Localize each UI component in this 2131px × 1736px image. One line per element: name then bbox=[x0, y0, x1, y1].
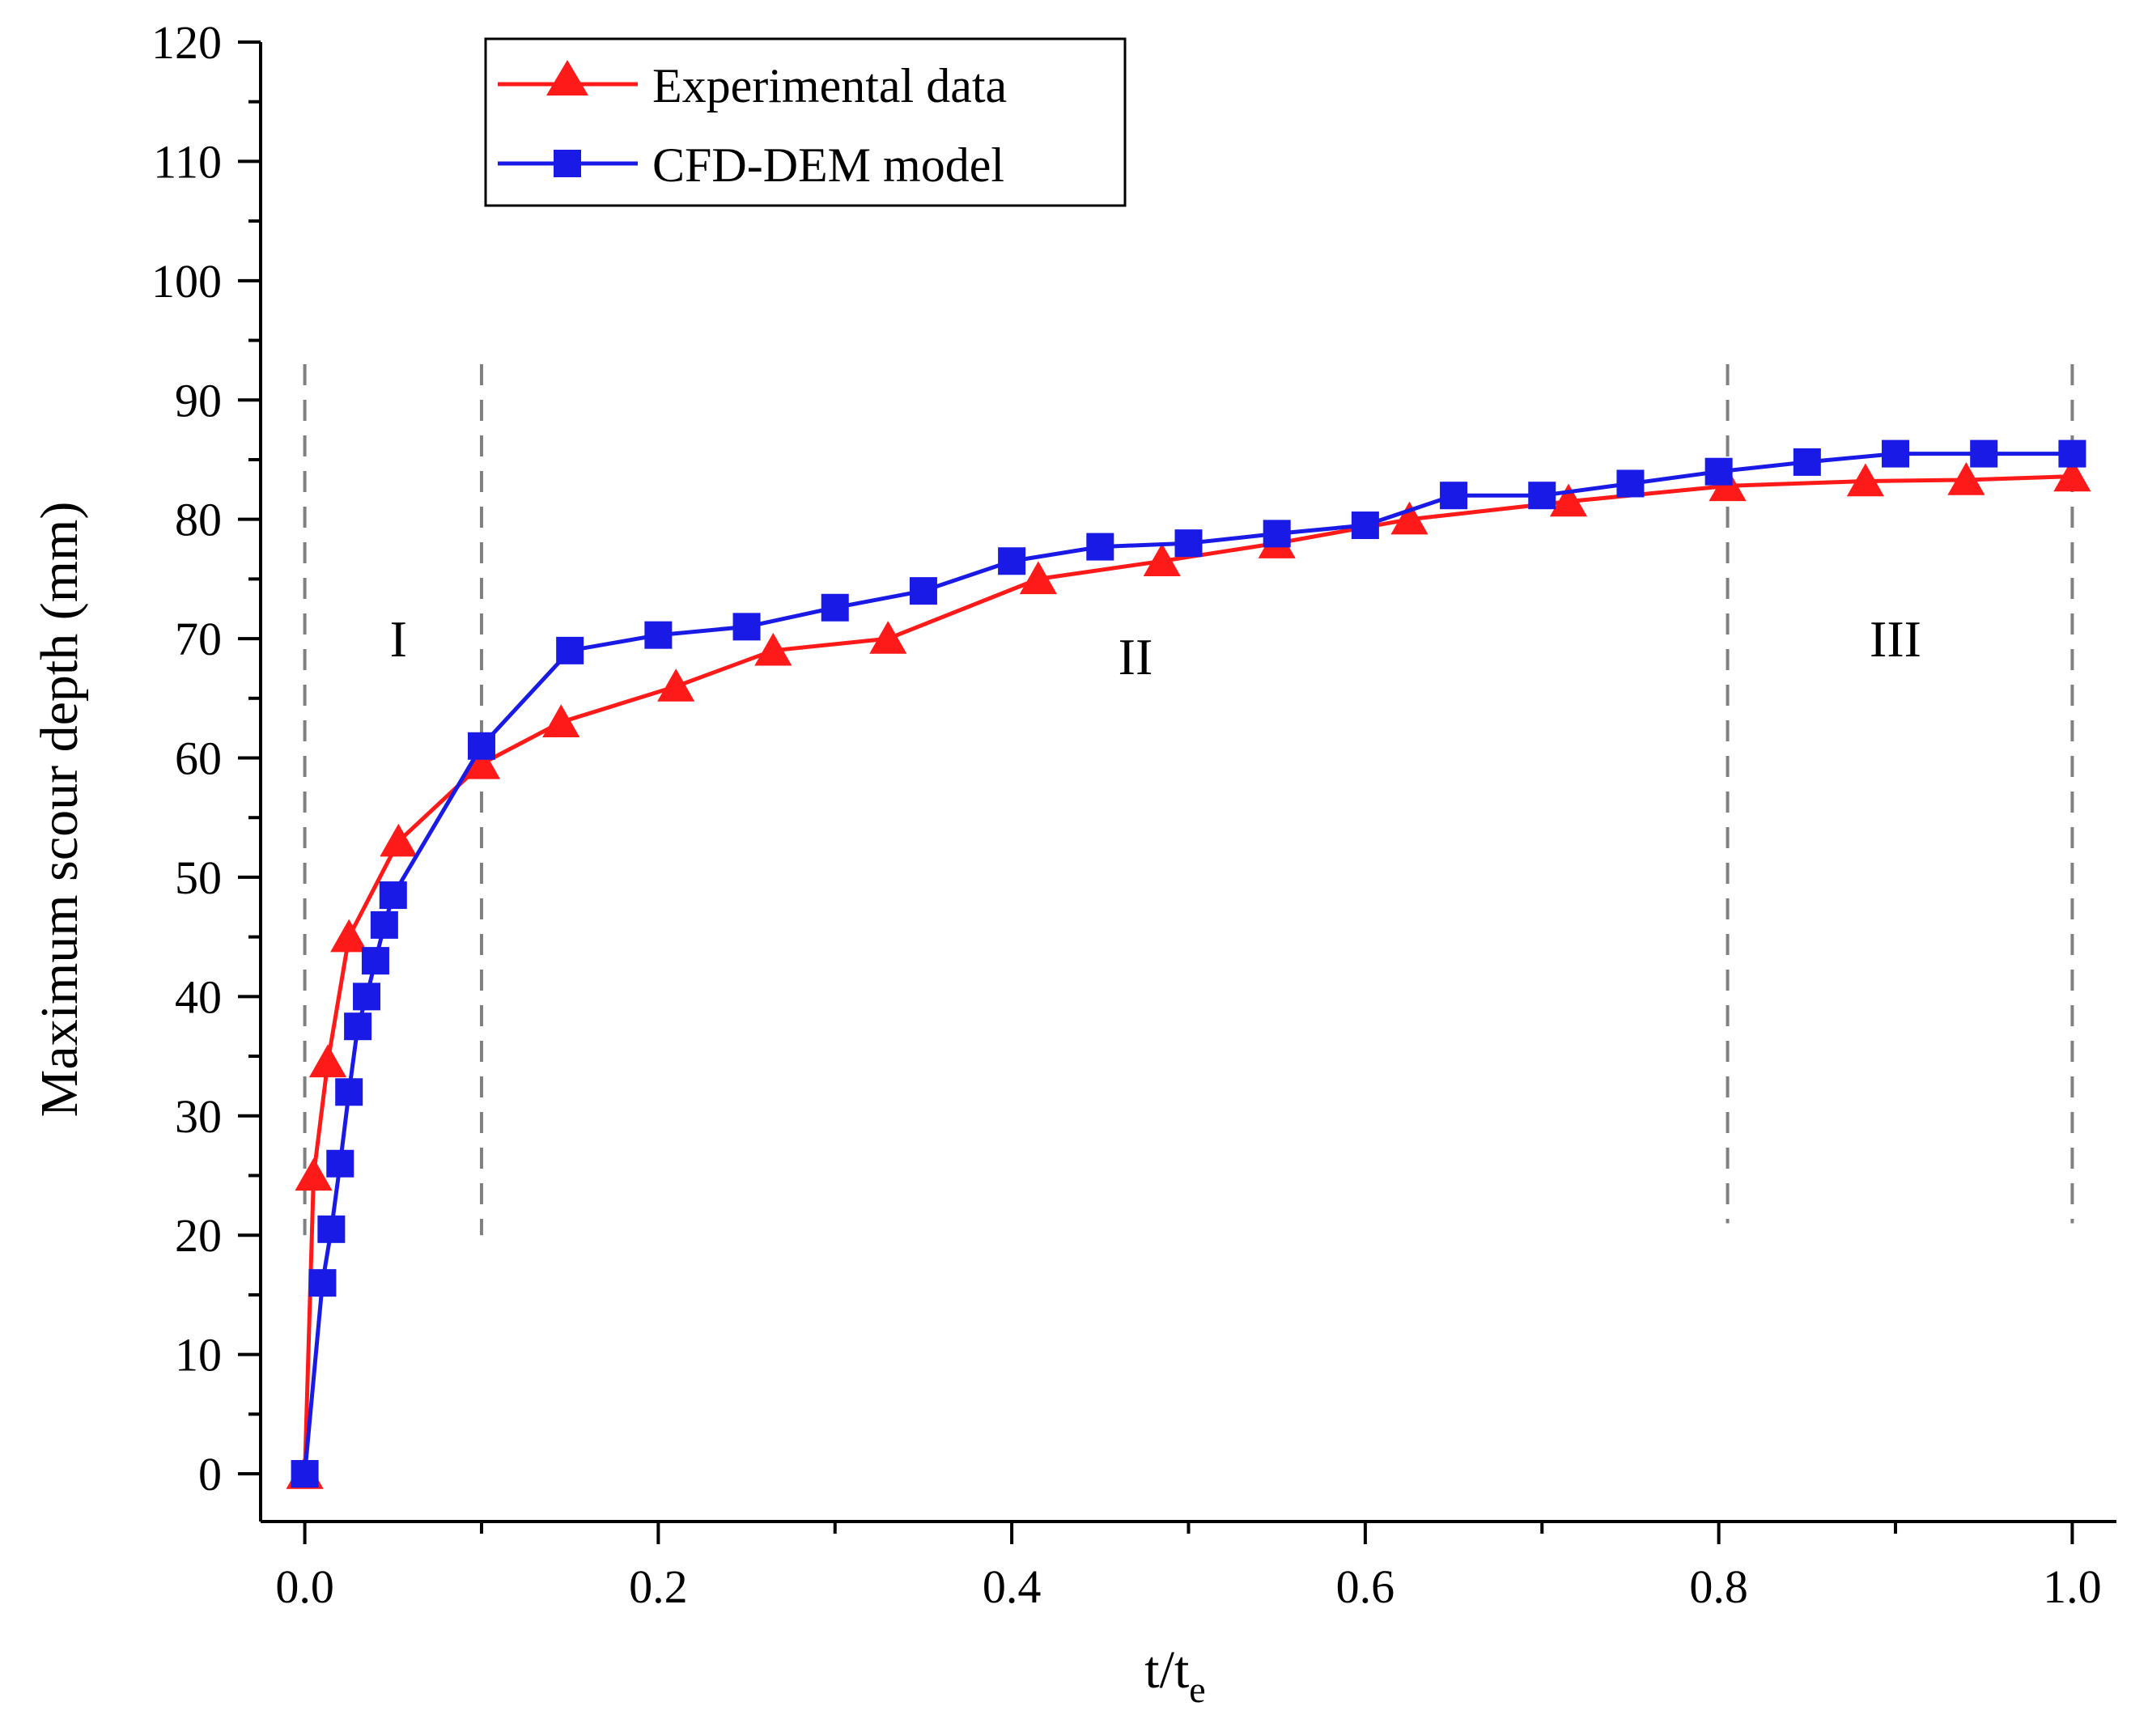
legend-triangle-marker bbox=[546, 60, 588, 96]
data-point-triangle bbox=[542, 704, 580, 737]
legend-box bbox=[484, 37, 1127, 207]
data-point-square bbox=[1086, 533, 1114, 561]
data-point-square bbox=[344, 1012, 372, 1041]
data-point-triangle bbox=[754, 632, 792, 666]
y-tick-label: 70 bbox=[175, 613, 222, 665]
data-point-triangle bbox=[308, 1044, 347, 1078]
data-point-square bbox=[998, 547, 1026, 575]
data-point-triangle bbox=[657, 669, 695, 702]
data-point-square bbox=[335, 1078, 363, 1106]
data-point-square bbox=[1263, 520, 1291, 548]
data-point-triangle bbox=[1947, 462, 1985, 495]
data-point-square bbox=[317, 1215, 346, 1243]
region-dividers bbox=[303, 364, 2074, 1236]
region-label: III bbox=[1870, 610, 1921, 668]
y-tick-label: 110 bbox=[153, 135, 222, 188]
series-layer bbox=[286, 439, 2091, 1489]
y-tick-label: 90 bbox=[175, 374, 222, 427]
x-axis-title-subscript: e bbox=[1189, 1669, 1205, 1710]
data-point-square bbox=[909, 577, 937, 605]
data-point-triangle bbox=[380, 823, 418, 857]
data-point-triangle bbox=[1549, 483, 1588, 517]
x-tick-label: 0.6 bbox=[1336, 1560, 1395, 1613]
data-point-square bbox=[361, 947, 389, 975]
legend: Experimental data CFD-DEM model bbox=[484, 37, 1127, 207]
data-point-square bbox=[1970, 439, 1998, 468]
data-point-triangle bbox=[1846, 463, 1884, 497]
y-tick-label: 100 bbox=[151, 255, 222, 308]
x-tick-label: 0.0 bbox=[275, 1560, 334, 1613]
legend-item-experimental: Experimental data bbox=[498, 59, 1007, 112]
data-point-square bbox=[1882, 439, 1910, 468]
data-point-square bbox=[1793, 448, 1821, 476]
series-cfd-dem bbox=[291, 439, 2086, 1488]
legend-label-cfd-dem: CFD-DEM model bbox=[652, 138, 1004, 192]
data-point-square bbox=[467, 732, 495, 760]
data-point-square bbox=[1351, 511, 1379, 540]
x-tick-label: 0.2 bbox=[629, 1560, 688, 1613]
data-point-triangle bbox=[330, 919, 368, 953]
data-point-square bbox=[2058, 439, 2086, 468]
legend-label-experimental: Experimental data bbox=[652, 59, 1007, 112]
region-labels: I II III bbox=[390, 610, 1921, 685]
y-tick-label: 50 bbox=[175, 851, 222, 904]
axes bbox=[259, 42, 2116, 1523]
y-tick-label: 0 bbox=[198, 1448, 222, 1500]
x-axis-ticks: 0.0 0.2 0.4 0.6 0.8 1.0 bbox=[275, 1522, 2102, 1613]
data-point-triangle bbox=[1390, 501, 1428, 535]
data-point-triangle bbox=[2053, 458, 2091, 492]
y-tick-label: 80 bbox=[175, 494, 222, 546]
data-point-square bbox=[326, 1149, 354, 1178]
y-axis-ticks: 0 10 20 30 40 50 60 70 80 90 100 110 120 bbox=[151, 16, 261, 1500]
data-point-triangle bbox=[462, 745, 501, 779]
series-experimental bbox=[286, 458, 2091, 1489]
legend-item-cfd-dem: CFD-DEM model bbox=[498, 138, 1004, 192]
x-tick-label: 0.8 bbox=[1689, 1560, 1748, 1613]
data-point-square bbox=[1616, 469, 1645, 498]
x-axis-title-main: t/t bbox=[1144, 1640, 1189, 1700]
x-axis-title: t/te bbox=[1144, 1640, 1205, 1710]
y-axis-title: Maximum scour depth (mm) bbox=[30, 502, 89, 1118]
data-point-square bbox=[370, 910, 398, 939]
legend-square-marker bbox=[554, 150, 581, 177]
data-point-triangle bbox=[295, 1157, 333, 1191]
data-point-square bbox=[353, 983, 381, 1011]
y-tick-label: 60 bbox=[175, 732, 222, 785]
region-label: II bbox=[1119, 628, 1153, 685]
y-tick-label: 20 bbox=[175, 1209, 222, 1262]
y-tick-label: 40 bbox=[175, 970, 222, 1023]
series-line bbox=[303, 452, 2073, 1475]
data-point-square bbox=[291, 1460, 319, 1488]
x-tick-label: 1.0 bbox=[2043, 1560, 2102, 1613]
data-point-square bbox=[308, 1269, 337, 1297]
data-point-triangle bbox=[1019, 561, 1057, 595]
data-point-square bbox=[556, 636, 584, 664]
data-point-square bbox=[379, 881, 407, 910]
y-tick-label: 30 bbox=[175, 1090, 222, 1143]
data-point-square bbox=[821, 593, 849, 622]
data-point-square bbox=[1704, 457, 1733, 486]
data-point-square bbox=[732, 613, 761, 641]
data-point-square bbox=[1440, 482, 1468, 510]
data-point-square bbox=[644, 621, 673, 649]
x-tick-label: 0.4 bbox=[983, 1560, 1042, 1613]
region-label: I bbox=[390, 610, 407, 668]
data-point-triangle bbox=[869, 621, 907, 654]
y-tick-label: 120 bbox=[151, 16, 222, 69]
data-point-square bbox=[1174, 529, 1203, 558]
y-tick-label: 10 bbox=[175, 1329, 222, 1382]
data-point-square bbox=[1528, 482, 1556, 510]
series-line bbox=[303, 474, 2073, 1475]
data-point-triangle bbox=[1143, 543, 1181, 576]
